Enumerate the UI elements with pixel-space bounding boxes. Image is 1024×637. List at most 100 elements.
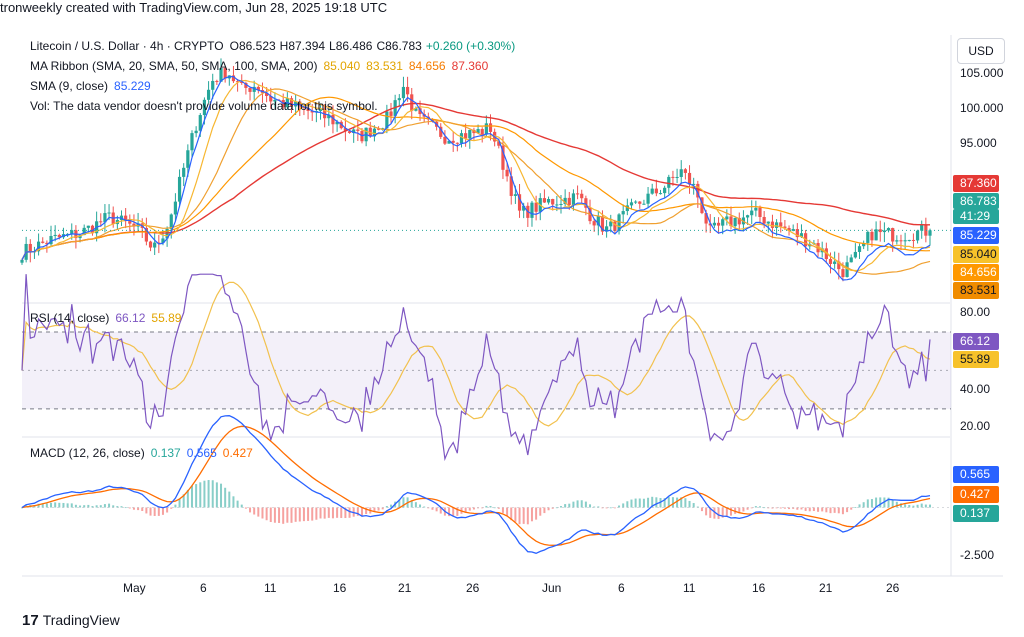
macd-histogram-bar — [891, 500, 894, 508]
candle-body — [401, 86, 406, 99]
macd-histogram-bar — [477, 507, 480, 509]
candle-body — [903, 240, 907, 242]
macd-histogram-bar — [360, 507, 363, 517]
macd-histogram-bar — [510, 507, 513, 521]
macd-histogram-bar — [315, 507, 318, 520]
macd-histogram-bar — [402, 497, 405, 508]
candle-body — [895, 240, 899, 242]
tradingview-logo[interactable]: 17 TradingView — [22, 612, 120, 629]
candle-body — [683, 169, 687, 173]
candle-body — [124, 215, 128, 222]
currency-button[interactable]: USD — [957, 38, 1005, 64]
macd-legend[interactable]: MACD (12, 26, close) 0.137 0.565 0.427 — [30, 446, 259, 460]
candle-body — [335, 121, 339, 125]
sma9-legend[interactable]: SMA (9, close) 85.229 — [30, 79, 157, 93]
macd-histogram-bar — [530, 507, 533, 522]
macd-histogram-bar — [920, 503, 923, 508]
sma20-value: 85.040 — [323, 59, 361, 73]
candle-body — [480, 129, 484, 135]
volume-legend[interactable]: Vol: The data vendor doesn't provide vol… — [30, 99, 378, 113]
macd-histogram-bar — [195, 484, 198, 508]
macd-histogram-bar — [91, 506, 94, 508]
sma9-label: SMA (9, close) — [30, 79, 109, 93]
macd-histogram-bar — [161, 507, 164, 515]
macd-histogram-bar — [912, 505, 915, 508]
macd-histogram-bar — [493, 507, 496, 509]
candle-body — [327, 114, 331, 119]
candle-body — [725, 216, 729, 220]
time-axis-label: 6 — [618, 581, 625, 595]
signal-line — [21, 425, 931, 546]
candle-body — [559, 203, 563, 205]
candle-body — [563, 197, 567, 204]
candle-body — [575, 193, 580, 195]
macd-histogram-bar — [344, 507, 347, 519]
candle-body — [841, 269, 845, 278]
macd-histogram-bar — [551, 507, 554, 509]
candle-body — [289, 98, 294, 107]
candle-body — [716, 222, 721, 226]
chart-caption: tronweekly created with TradingView.com,… — [0, 0, 388, 15]
candle-body — [107, 212, 111, 214]
macd-histogram-bar — [340, 507, 343, 518]
candle-body — [215, 80, 219, 82]
macd-histogram-bar — [116, 506, 119, 508]
candle-body — [642, 203, 646, 205]
macd-histogram-bar — [307, 507, 310, 521]
macd-histogram-bar — [895, 501, 898, 508]
macd-histogram-bar — [145, 507, 148, 514]
macd-histogram-bar — [875, 497, 878, 508]
candle-body — [766, 221, 770, 224]
macd-histogram-bar — [37, 503, 40, 508]
macd-histogram-bar — [54, 502, 57, 508]
candle-body — [86, 225, 90, 228]
symbol-label[interactable]: Litecoin / U.S. Dollar · 4h · CRYPTO — [30, 39, 224, 53]
candle-body — [708, 223, 712, 226]
candle-body — [235, 81, 240, 83]
candle-body — [866, 231, 870, 243]
macd-histogram-bar — [655, 497, 658, 508]
candle-body — [45, 242, 49, 245]
candle-body — [795, 229, 799, 238]
macd-histogram-bar — [249, 507, 252, 513]
rsi-pane — [21, 273, 951, 462]
macd-histogram-bar — [298, 507, 301, 522]
candle-body — [70, 230, 74, 234]
macd-histogram-bar — [593, 506, 596, 508]
macd-histogram-bar — [439, 507, 442, 514]
candle-body — [870, 231, 874, 241]
last-price-tag: 86.783 — [953, 193, 999, 209]
candle-body — [634, 201, 638, 203]
ma-ribbon-legend[interactable]: MA Ribbon (SMA, 20, SMA, 50, SMA, 100, S… — [30, 59, 494, 73]
macd-histogram-bar — [224, 487, 227, 508]
candle-body — [256, 86, 260, 91]
macd-histogram-bar — [580, 500, 583, 508]
candle-body — [153, 242, 157, 248]
macd-histogram-bar — [684, 498, 687, 508]
macd-histogram-bar — [278, 507, 281, 523]
candle-body — [294, 101, 298, 107]
macd-histogram-bar — [66, 503, 69, 508]
time-axis-label: 11 — [683, 581, 696, 595]
candle-body — [509, 176, 513, 196]
macd-histogram-bar — [311, 507, 314, 521]
candle-body — [546, 199, 551, 203]
price-pane — [20, 58, 951, 282]
time-axis-label: 26 — [886, 581, 900, 595]
rsi-legend[interactable]: RSI (14, close) 66.12 55.89 — [30, 311, 187, 325]
candle-body — [779, 222, 783, 227]
candle-body — [443, 136, 447, 144]
macd-histogram-bar — [792, 507, 795, 509]
candle-body — [737, 217, 741, 225]
candle-body — [144, 227, 148, 242]
macd-histogram-bar — [788, 507, 791, 510]
macd-histogram-bar — [729, 507, 732, 516]
macd-histogram-bar — [108, 503, 111, 508]
candle-body — [696, 183, 700, 198]
macd-histogram-bar — [124, 507, 127, 509]
grid-layer — [22, 35, 1003, 577]
candle-body — [339, 121, 343, 129]
candle-body — [505, 169, 509, 177]
macd-histogram-bar — [870, 499, 873, 508]
